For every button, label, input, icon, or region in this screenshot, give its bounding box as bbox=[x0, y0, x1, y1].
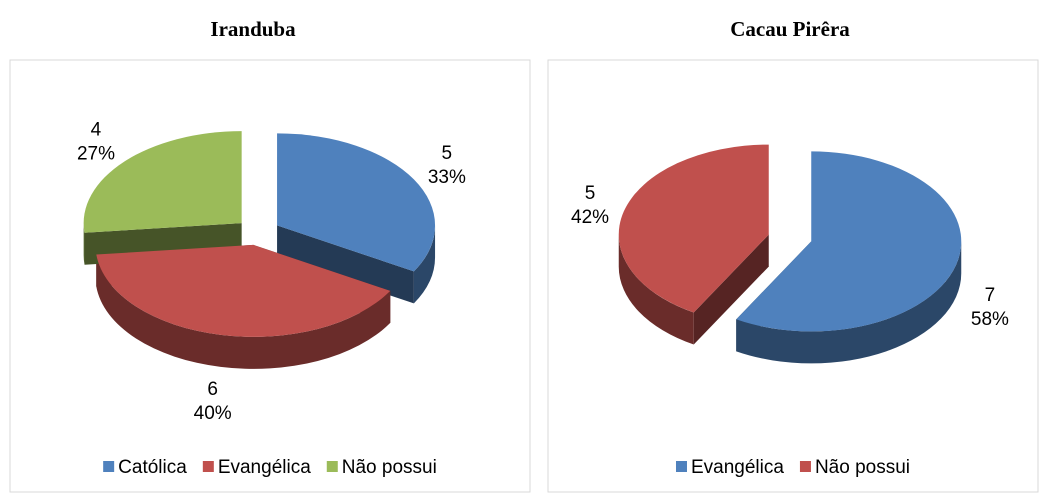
legend-swatch bbox=[326, 461, 338, 472]
data-label: 7 bbox=[985, 285, 996, 306]
legend-label: Evangélica bbox=[218, 457, 311, 478]
slice-side bbox=[618, 234, 694, 345]
data-label: 5 bbox=[442, 143, 453, 164]
chart-frame bbox=[9, 59, 531, 493]
legend-swatch bbox=[202, 461, 214, 472]
data-label: 6 bbox=[207, 379, 218, 400]
legend-swatch bbox=[103, 461, 115, 472]
slice-edge bbox=[693, 234, 769, 345]
chart-title: Cacau Pirêra bbox=[730, 17, 850, 41]
legend-swatch bbox=[799, 461, 811, 472]
slice-side bbox=[83, 223, 85, 265]
slice bbox=[277, 133, 436, 272]
slice bbox=[618, 144, 769, 313]
slice-side bbox=[413, 225, 436, 304]
data-label-percent: 42% bbox=[571, 207, 609, 228]
legend: Evangélica Não possui bbox=[675, 457, 910, 478]
data-label: 5 bbox=[585, 183, 596, 204]
legend-label: Não possui bbox=[342, 457, 437, 478]
data-label: 4 bbox=[91, 120, 102, 141]
data-label-percent: 40% bbox=[194, 403, 232, 424]
pie-tops bbox=[618, 144, 962, 332]
chart-title: Iranduba bbox=[210, 17, 296, 41]
slice-edge bbox=[277, 225, 414, 304]
slice bbox=[83, 131, 242, 233]
data-label-percent: 58% bbox=[971, 309, 1009, 330]
legend-label: Católica bbox=[118, 457, 187, 478]
chart-frame bbox=[547, 59, 1039, 493]
data-label-percent: 27% bbox=[77, 144, 115, 165]
data-label-percent: 33% bbox=[428, 167, 466, 188]
slice bbox=[736, 151, 962, 332]
slice bbox=[96, 244, 391, 337]
slice-side bbox=[96, 254, 391, 369]
slice-side bbox=[736, 241, 962, 364]
legend-label: Evangélica bbox=[691, 457, 784, 478]
legend-swatch bbox=[675, 461, 687, 472]
pie-tops bbox=[83, 131, 436, 337]
legend: Católica Evangélica Não possui bbox=[103, 457, 437, 478]
legend-label: Não possui bbox=[815, 457, 910, 478]
